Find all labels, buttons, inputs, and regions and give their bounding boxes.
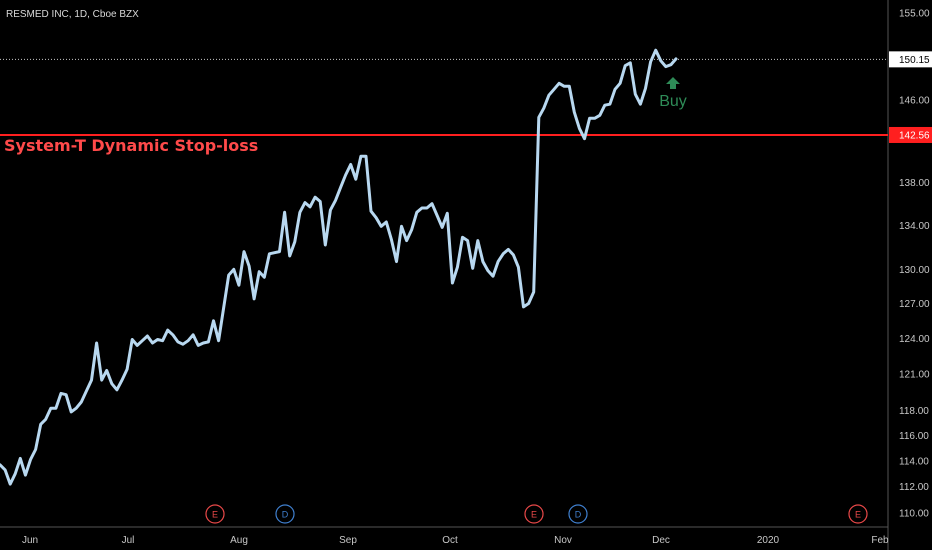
- dividend-badge[interactable]: D: [275, 504, 295, 524]
- y-tick-label: 146.00: [899, 96, 930, 107]
- stop-loss-price-label: 142.56: [899, 130, 930, 141]
- y-tick-label: 116.00: [899, 431, 929, 442]
- x-tick-label: Oct: [442, 535, 458, 546]
- badge-circle: [848, 504, 868, 524]
- stop-loss-price-badge: [889, 126, 932, 143]
- badge-letter: D: [575, 510, 582, 520]
- x-tick-label: Jun: [22, 535, 38, 546]
- x-tick-label: Jul: [122, 535, 135, 546]
- y-tick-label: 138.00: [899, 178, 930, 189]
- y-tick-label: 127.00: [899, 299, 930, 310]
- badge-letter: D: [282, 510, 289, 520]
- last-price-badge: [889, 51, 932, 68]
- x-tick-label: 2020: [757, 535, 780, 546]
- badge-letter: E: [531, 510, 537, 520]
- y-tick-label: 124.00: [899, 334, 930, 345]
- symbol-title: RESMED INC, 1D, Cboe BZX: [6, 9, 139, 20]
- y-tick-label: 134.00: [899, 221, 930, 232]
- x-tick-label: Nov: [554, 535, 572, 546]
- x-tick-label: Sep: [339, 535, 357, 546]
- time-axis[interactable]: Jun Jul Aug Sep Oct Nov Dec 2020 Feb: [22, 535, 889, 546]
- badge-circle: [275, 504, 295, 524]
- x-tick-label: Feb: [871, 535, 889, 546]
- y-tick-label: 118.00: [899, 406, 929, 417]
- badge-circle: [524, 504, 544, 524]
- dividend-badge[interactable]: D: [568, 504, 588, 524]
- buy-label: Buy: [659, 93, 687, 110]
- y-tick-label: 112.00: [899, 482, 929, 493]
- earnings-badge[interactable]: E: [848, 504, 868, 524]
- buy-signal: Buy: [659, 77, 687, 110]
- last-price-label: 150.15: [899, 55, 930, 66]
- badge-circle: [568, 504, 588, 524]
- earnings-badge[interactable]: E: [205, 504, 225, 524]
- badge-letter: E: [855, 510, 861, 520]
- buy-arrow-icon: [666, 77, 680, 89]
- x-tick-label: Aug: [230, 535, 248, 546]
- x-tick-label: Dec: [652, 535, 670, 546]
- badge-letter: E: [212, 510, 218, 520]
- y-tick-label: 155.00: [899, 9, 930, 20]
- y-tick-label: 121.00: [899, 370, 930, 381]
- earnings-badge[interactable]: E: [524, 504, 544, 524]
- y-tick-label: 130.00: [899, 265, 930, 276]
- price-series-line: [0, 48, 678, 486]
- price-axis[interactable]: 155.00 146.00 138.00 134.00 130.00 127.00 124.…: [899, 9, 930, 520]
- stop-loss-label: System-T Dynamic Stop-loss: [4, 136, 258, 155]
- badge-circle: [205, 504, 225, 524]
- price-axis-highlights: 142.56 150.15: [889, 51, 932, 143]
- y-tick-label: 114.00: [899, 456, 929, 467]
- y-tick-label: 110.00: [899, 509, 929, 520]
